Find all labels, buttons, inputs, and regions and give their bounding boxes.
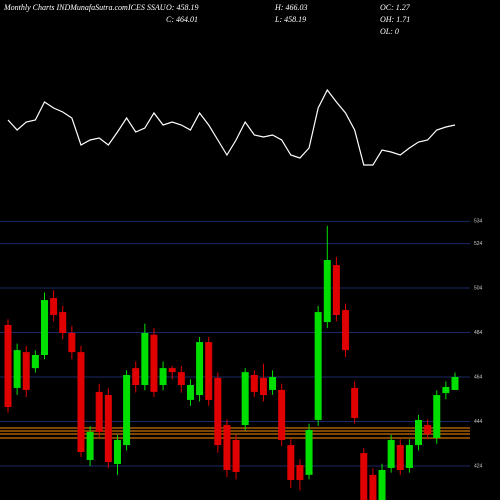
candle-body bbox=[50, 298, 58, 315]
candle-body bbox=[424, 425, 432, 434]
candle-body bbox=[433, 395, 441, 438]
candle-body bbox=[4, 324, 12, 408]
candle-body bbox=[186, 385, 194, 400]
indicator-line bbox=[7, 88, 456, 166]
candle-body bbox=[396, 445, 404, 470]
y-tick-label: 484 bbox=[474, 330, 483, 336]
candle-body bbox=[287, 445, 295, 480]
stat-open: O: 458.19 bbox=[166, 3, 198, 12]
candle-body bbox=[22, 352, 30, 390]
y-tick-label: 504 bbox=[474, 285, 483, 291]
y-tick-label: 534 bbox=[474, 219, 483, 225]
candle-body bbox=[442, 387, 450, 394]
stat-low: L: 458.19 bbox=[274, 15, 306, 24]
y-tick-label: 444 bbox=[474, 419, 483, 425]
candle-body bbox=[332, 265, 340, 315]
candle-body bbox=[132, 368, 140, 386]
candle-body bbox=[378, 469, 386, 500]
candle-body bbox=[387, 439, 395, 468]
candle-body bbox=[405, 445, 413, 468]
chart-title: Monthly Charts INDMunafaSutra.com bbox=[3, 3, 128, 12]
candle-body bbox=[305, 429, 313, 475]
candle-body bbox=[40, 300, 48, 355]
y-tick-label: 524 bbox=[474, 241, 483, 247]
candle-body bbox=[196, 342, 204, 396]
candle-body bbox=[104, 395, 112, 462]
candle-body bbox=[241, 372, 249, 426]
y-tick-label: 464 bbox=[474, 374, 483, 380]
candle-body bbox=[278, 389, 286, 440]
stat-ol: OL: 0 bbox=[380, 27, 399, 36]
candle-body bbox=[59, 312, 67, 333]
candle-body bbox=[141, 332, 149, 386]
candle-body bbox=[77, 352, 85, 452]
stat-oh: OH: 1.71 bbox=[380, 15, 410, 24]
candle-body bbox=[123, 375, 131, 446]
chart-subtitle: ICES SSAU bbox=[127, 3, 167, 12]
candle-body bbox=[168, 368, 176, 373]
candle-body bbox=[68, 332, 76, 353]
candle-body bbox=[177, 372, 185, 386]
candle-body bbox=[415, 419, 423, 446]
candle-body bbox=[113, 439, 121, 464]
stat-high: H: 466.03 bbox=[274, 3, 307, 12]
candle-body bbox=[95, 391, 103, 432]
candle-body bbox=[223, 425, 231, 470]
candle-body bbox=[214, 377, 222, 446]
candle-body bbox=[369, 474, 377, 500]
stat-oc: OC: 1.27 bbox=[380, 3, 411, 12]
candle-body bbox=[296, 465, 304, 480]
stat-close: C: 464.01 bbox=[166, 15, 198, 24]
candle-body bbox=[159, 368, 167, 386]
candle-body bbox=[451, 376, 459, 390]
candle-body bbox=[351, 387, 359, 418]
candle-body bbox=[86, 431, 94, 460]
candle-body bbox=[150, 334, 158, 392]
candle-body bbox=[314, 312, 322, 420]
candle-body bbox=[232, 439, 240, 472]
candle-body bbox=[360, 453, 368, 500]
candle-body bbox=[323, 260, 331, 323]
candle-body bbox=[205, 342, 213, 400]
candle-body bbox=[259, 377, 267, 396]
candle-body bbox=[342, 310, 350, 351]
candle-body bbox=[269, 377, 277, 390]
candle-body bbox=[250, 375, 258, 392]
y-tick-label: 424 bbox=[474, 463, 483, 469]
candle-body bbox=[31, 354, 39, 369]
candle-body bbox=[13, 350, 21, 388]
